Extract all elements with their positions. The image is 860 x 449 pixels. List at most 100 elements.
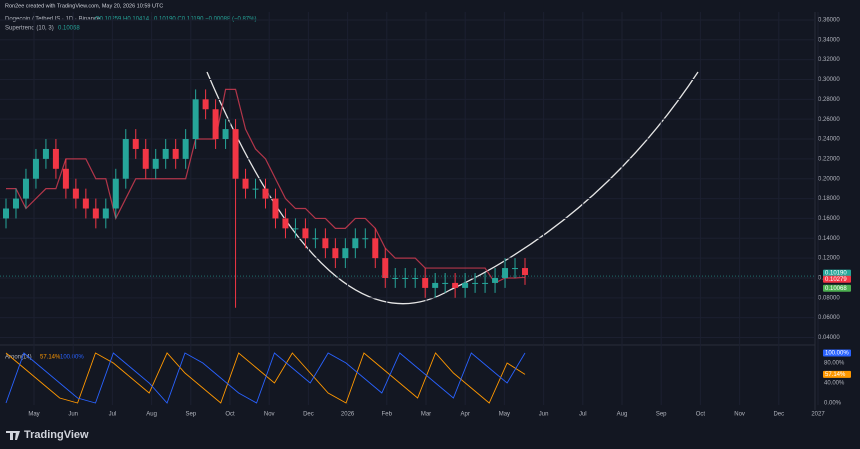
x-tick-label: Sep <box>185 412 196 418</box>
candle-body <box>3 208 9 219</box>
y-tick-label: 0.22000 <box>818 156 840 162</box>
x-tick-label: May <box>28 412 39 418</box>
x-tick-label: Jun <box>68 412 78 418</box>
candle-body <box>262 188 269 199</box>
candle-body <box>472 282 479 284</box>
candle-body <box>362 238 369 240</box>
candle-body <box>52 148 59 169</box>
y-tick-label: 0.28000 <box>818 97 840 103</box>
y-tick-label: 0.32000 <box>818 57 840 63</box>
price-badge-label: 0.10279 <box>825 277 847 283</box>
candle-body <box>72 188 79 199</box>
candle-body <box>182 139 189 159</box>
price-badge-label: 0.10068 <box>825 286 847 292</box>
candle-body <box>122 139 129 179</box>
candle-body <box>12 198 19 209</box>
y-tick-label: 0.30000 <box>818 77 840 83</box>
x-tick-label: Nov <box>734 412 745 418</box>
candle-body <box>272 198 279 219</box>
aroon-badge-label: 57.14% <box>825 372 846 378</box>
candle-body <box>482 282 489 284</box>
candle-body <box>22 178 29 199</box>
candle-body <box>512 268 519 270</box>
y-tick-label: 0.08000 <box>818 295 840 301</box>
x-tick-label: Aug <box>146 412 157 418</box>
candle-body <box>162 148 169 159</box>
candle-body <box>452 282 459 288</box>
x-tick-label: Nov <box>264 412 275 418</box>
candle-body <box>212 109 219 140</box>
aroon-badge-label: 100.00% <box>825 351 849 357</box>
y-tick-label: 0.20000 <box>818 176 840 182</box>
candle-body <box>412 277 419 279</box>
x-tick-label: Oct <box>696 412 706 418</box>
candle-body <box>432 282 439 288</box>
aroon-tick-label: 0.00% <box>824 401 842 407</box>
candle-body <box>332 248 339 259</box>
credit: Ron2ee created with TradingView.com, May… <box>5 3 163 9</box>
indicator-value: 0.10068 <box>58 26 80 32</box>
candle-body <box>192 99 199 140</box>
candle-body <box>402 277 409 279</box>
candle-body <box>62 168 69 189</box>
x-tick-label: Aug <box>617 412 628 418</box>
candle-body <box>42 148 49 159</box>
x-tick-label: Mar <box>421 412 431 418</box>
candle-body <box>392 277 399 279</box>
candle-body <box>522 268 528 275</box>
candle-body <box>352 238 359 249</box>
aroon-title: Aroon(14) <box>5 355 32 361</box>
y-tick-label: 0.16000 <box>818 216 840 222</box>
cup-drawing <box>206 71 699 305</box>
y-tick-label: 0.14000 <box>818 236 840 242</box>
price-badge <box>823 269 851 277</box>
candle-body <box>292 228 299 230</box>
candle-body <box>82 198 89 209</box>
y-tick-label: 0.12000 <box>818 256 840 262</box>
candle-body <box>222 129 229 140</box>
candle-body <box>322 238 329 249</box>
x-tick-label: Feb <box>382 412 393 418</box>
supertrend-line <box>6 88 526 284</box>
x-tick-label: May <box>499 412 510 418</box>
x-tick-label: Dec <box>773 412 784 418</box>
aroon-tick-label: 80.00% <box>824 361 845 367</box>
aroon-line <box>5 352 526 404</box>
x-tick-label: Dec <box>303 412 314 418</box>
x-tick-label: 2026 <box>341 412 355 418</box>
candle-body <box>102 208 109 219</box>
aroon-line <box>5 352 526 404</box>
y-tick-label: 0.06000 <box>818 315 840 321</box>
candle-body <box>232 129 239 179</box>
brand-logo <box>6 431 20 440</box>
candle-body <box>242 178 249 189</box>
x-tick-label: 2027 <box>811 412 825 418</box>
candle-body <box>342 248 349 259</box>
x-tick-label: Jul <box>109 412 117 418</box>
aroon-tick-label: 40.00% <box>824 381 845 387</box>
candle-body <box>372 238 379 259</box>
candle-body <box>382 258 389 278</box>
candle-body <box>462 282 469 288</box>
aroon-down-value: 100.00% <box>60 355 84 361</box>
y-tick-label: 0.04000 <box>818 335 840 341</box>
brand: TradingView <box>24 429 89 441</box>
candle-body <box>32 158 39 179</box>
candle-body <box>442 282 449 284</box>
x-tick-label: Jul <box>579 412 587 418</box>
candle-body <box>112 178 119 209</box>
candle-body <box>172 148 179 159</box>
aroon-badge <box>823 370 851 378</box>
x-tick-label: Sep <box>656 412 667 418</box>
candle-body <box>142 148 149 169</box>
price-badge <box>823 275 851 283</box>
y-tick-label: 0.26000 <box>818 117 840 123</box>
candle-body <box>132 139 139 149</box>
candle-body <box>282 218 289 229</box>
x-tick-label: Apr <box>461 412 470 418</box>
candle-body <box>492 277 499 283</box>
aroon-badge <box>823 349 851 357</box>
